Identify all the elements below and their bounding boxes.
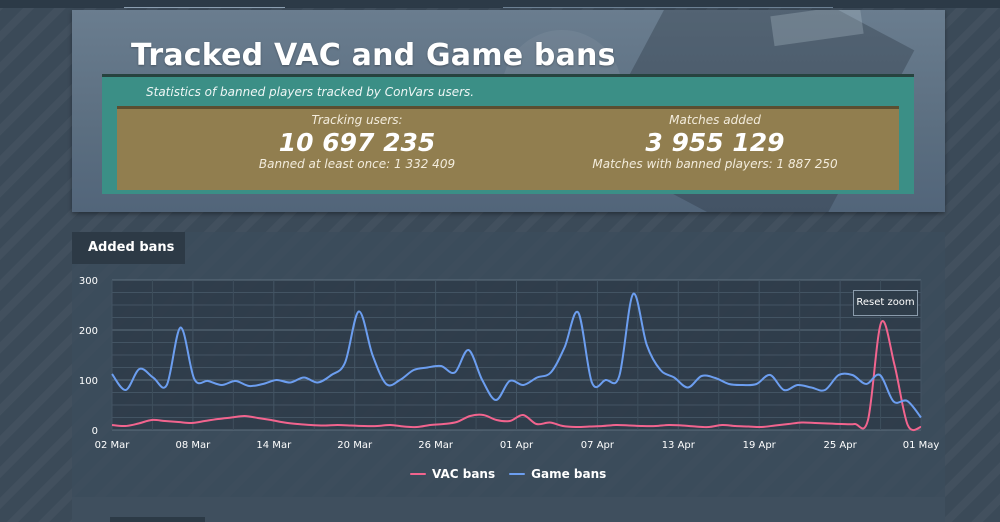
x-axis-ticks: 02 Mar 08 Mar 14 Mar 20 Mar 26 Mar 01 Apr 07 A… [95, 440, 940, 451]
vac-legend-swatch [410, 473, 426, 475]
x-tick-label: 14 Mar [256, 440, 292, 451]
game-legend-swatch [509, 473, 526, 475]
top-nav-bar [0, 0, 1000, 8]
added-bans-chart[interactable]: 0 100 200 300 02 Mar 08 Mar 14 Mar 20 Mar 26 Ma… [72, 264, 945, 464]
next-section-card [72, 497, 945, 522]
tracking-users-label: Tracking users: [311, 113, 403, 127]
nav-tab-active[interactable] [124, 0, 285, 8]
added-bans-tab[interactable]: Added bans [72, 232, 185, 264]
game-bans-line[interactable] [111, 292, 922, 419]
nav-search-bar[interactable] [503, 0, 833, 8]
banned-at-least-once: Banned at least once: 1 332 409 [258, 157, 456, 171]
page-title: Tracked VAC and Game bans [131, 38, 616, 73]
chart-legend: VAC bans Game bans [410, 465, 606, 483]
stats-panel: Statistics of banned players tracked by … [102, 74, 914, 194]
matches-added-value: 3 955 129 [645, 128, 785, 157]
y-tick-label: 300 [79, 276, 98, 287]
x-tick-label: 19 Apr [743, 440, 777, 451]
legend-item-game[interactable]: Game bans [509, 465, 606, 483]
matches-added-label: Matches added [669, 113, 761, 127]
y-tick-label: 0 [92, 426, 98, 437]
reset-zoom-button[interactable]: Reset zoom [853, 290, 918, 316]
x-tick-label: 13 Apr [662, 440, 696, 451]
hero-banner: Tracked VAC and Game bans Statistics of … [72, 10, 945, 212]
y-tick-label: 100 [79, 376, 98, 387]
chart-grid [111, 279, 922, 431]
y-axis-ticks: 0 100 200 300 [79, 276, 98, 437]
x-tick-label: 02 Mar [95, 440, 131, 451]
next-section-tab[interactable] [110, 517, 205, 522]
chart-series [111, 292, 922, 432]
x-tick-label: 07 Apr [581, 440, 615, 451]
x-tick-label: 25 Apr [823, 440, 857, 451]
x-tick-label: 01 Apr [500, 440, 534, 451]
stats-summary-box: Tracking users: 10 697 235 Banned at lea… [117, 106, 899, 190]
legend-label-game: Game bans [531, 467, 607, 481]
legend-label-vac: VAC bans [432, 467, 496, 481]
legend-item-vac[interactable]: VAC bans [410, 465, 495, 483]
x-tick-label: 20 Mar [337, 440, 373, 451]
vac-bans-line[interactable] [111, 319, 922, 432]
stats-subtitle: Statistics of banned players tracked by … [146, 85, 475, 99]
x-tick-label: 08 Mar [176, 440, 212, 451]
x-tick-label: 26 Mar [418, 440, 454, 451]
x-tick-label: 01 May [903, 440, 940, 451]
tracking-users-value: 10 697 235 [278, 128, 436, 157]
matches-with-banned-players: Matches with banned players: 1 887 250 [592, 157, 838, 171]
y-tick-label: 200 [79, 326, 98, 337]
tracking-users-stat: Tracking users: 10 697 235 Banned at lea… [177, 113, 537, 171]
matches-added-stat: Matches added 3 955 129 Matches with ban… [535, 113, 895, 171]
